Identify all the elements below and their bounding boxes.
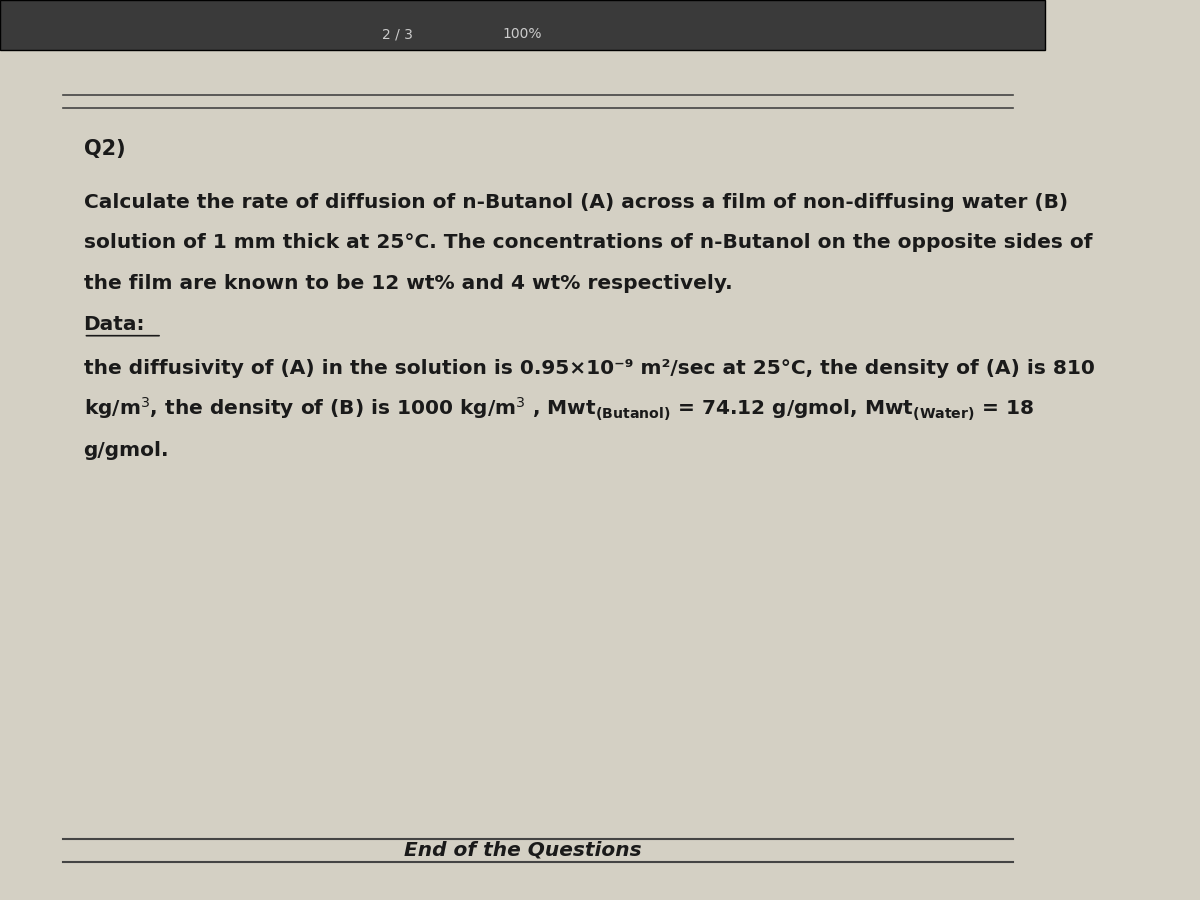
Text: 2 / 3: 2 / 3	[382, 27, 413, 41]
Text: g/gmol.: g/gmol.	[84, 440, 169, 460]
Text: 100%: 100%	[503, 27, 542, 41]
Text: Q2): Q2)	[84, 139, 125, 158]
Text: the diffusivity of (A) in the solution is 0.95×10⁻⁹ m²/sec at 25°C, the density : the diffusivity of (A) in the solution i…	[84, 359, 1094, 379]
Text: kg/m$^3$, the density of (B) is 1000 kg/m$^3$ , Mwt$_{\mathbf{(Butanol)}}$ = 74.: kg/m$^3$, the density of (B) is 1000 kg/…	[84, 396, 1033, 423]
Text: Calculate the rate of diffusion of n-Butanol (A) across a film of non-diffusing : Calculate the rate of diffusion of n-But…	[84, 193, 1068, 212]
Text: solution of 1 mm thick at 25°C. The concentrations of n-Butanol on the opposite : solution of 1 mm thick at 25°C. The conc…	[84, 233, 1092, 253]
Text: End of the Questions: End of the Questions	[403, 841, 641, 860]
Text: Data:: Data:	[84, 314, 145, 334]
Text: the film are known to be 12 wt% and 4 wt% respectively.: the film are known to be 12 wt% and 4 wt…	[84, 274, 732, 293]
FancyBboxPatch shape	[0, 0, 1045, 50]
